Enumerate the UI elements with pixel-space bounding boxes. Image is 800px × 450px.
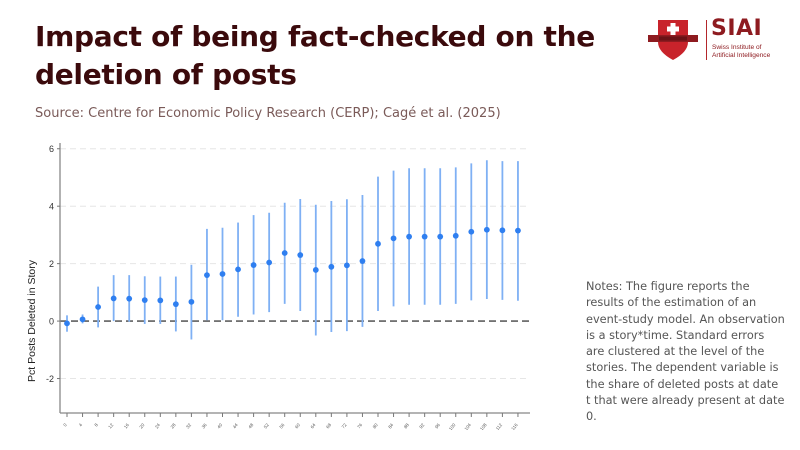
shield-icon — [648, 20, 698, 60]
point-estimate — [452, 232, 459, 239]
point-estimate — [219, 271, 226, 277]
x-tick-label: 12 — [107, 422, 114, 429]
point-estimate — [515, 227, 521, 234]
point-estimate — [312, 267, 319, 273]
point-estimate — [483, 226, 490, 233]
x-tick-label: 108 — [479, 422, 488, 430]
x-tick-label: 20 — [138, 422, 145, 429]
x-tick-label: 112 — [495, 422, 504, 430]
x-tick-label: 52 — [263, 422, 270, 429]
point-estimates — [64, 226, 521, 327]
axes — [59, 143, 530, 414]
point-estimate — [188, 298, 195, 305]
page-title: Impact of being fact-checked on the dele… — [35, 20, 595, 91]
x-tick-label: 32 — [185, 422, 192, 429]
x-tick-label: 72 — [341, 422, 348, 429]
x-tick-label: 8 — [93, 422, 99, 428]
x-tick-label: 84 — [387, 422, 394, 429]
point-estimate — [499, 227, 506, 234]
x-tick-label: 104 — [463, 422, 472, 430]
x-tick-label: 100 — [448, 422, 457, 430]
point-estimate — [157, 297, 164, 304]
point-estimate — [126, 295, 133, 302]
point-estimate — [375, 240, 381, 247]
x-tick-label: 28 — [170, 422, 177, 429]
x-axis-ticks: 0 4 8 12 16 20 24 28 32 36 40 44 48 52 56 60 64 68 72 76 80 8… — [62, 413, 519, 430]
source-text: Source: Centre for Economic Policy Resea… — [35, 106, 501, 121]
x-tick-label: 40 — [216, 422, 223, 429]
x-tick-label: 68 — [325, 422, 332, 429]
point-estimate — [390, 235, 397, 242]
point-estimate — [297, 252, 304, 258]
point-estimate — [64, 320, 70, 327]
logo-subtitle-line1: Swiss Institute of — [712, 44, 762, 51]
point-estimate — [141, 297, 148, 304]
y-tick-label: 4 — [49, 202, 54, 212]
x-tick-label: 4 — [78, 422, 84, 428]
point-estimate — [110, 295, 117, 302]
y-tick-label: -2 — [46, 374, 54, 384]
x-tick-label: 96 — [434, 422, 441, 429]
point-estimate — [266, 259, 273, 266]
x-tick-label: 24 — [154, 422, 161, 429]
x-tick-label: 76 — [356, 422, 363, 429]
x-tick-label: 44 — [232, 422, 239, 429]
point-estimate — [250, 262, 257, 268]
x-tick-label: 56 — [278, 422, 285, 429]
x-tick-label: 116 — [510, 422, 519, 430]
x-tick-label: 92 — [418, 422, 425, 429]
x-tick-label: 36 — [201, 422, 208, 429]
y-axis-ticks: -2 0 2 4 6 — [46, 144, 60, 384]
y-tick-label: 2 — [49, 259, 54, 269]
x-tick-label: 48 — [247, 422, 254, 429]
x-tick-label: 64 — [310, 422, 317, 429]
logo-divider — [706, 20, 707, 60]
x-tick-label: 60 — [294, 422, 301, 429]
point-estimate — [235, 266, 241, 273]
point-estimate — [172, 301, 179, 308]
point-estimate — [344, 262, 350, 269]
point-estimate — [79, 316, 86, 323]
point-estimate — [406, 233, 412, 240]
point-estimate — [359, 258, 366, 264]
x-tick-label: 80 — [372, 422, 379, 429]
point-estimate — [281, 250, 288, 256]
confidence-intervals — [66, 160, 519, 340]
siai-logo: SIAI Swiss Institute of Artificial Intel… — [648, 16, 773, 62]
logo-subtitle-line2: Artificial Intelligence — [712, 51, 771, 59]
x-tick-label: 0 — [62, 422, 68, 428]
x-tick-label: 88 — [403, 422, 410, 429]
point-estimate — [421, 233, 428, 240]
point-estimate — [468, 228, 475, 235]
logo-subtitle: Swiss Institute of Artificial Intelligen… — [712, 44, 770, 59]
point-estimate — [437, 233, 444, 240]
y-tick-label: 0 — [49, 317, 54, 327]
point-estimate — [204, 272, 210, 279]
y-tick-label: 6 — [49, 144, 54, 154]
y-axis-label: Pct Posts Deleted in Story — [26, 259, 38, 382]
notes-text: Notes: The figure reports the results of… — [586, 280, 785, 424]
point-estimate — [95, 304, 101, 310]
x-tick-label: 16 — [123, 422, 130, 429]
logo-brand: SIAI — [711, 16, 763, 41]
point-estimate — [328, 263, 335, 270]
gridlines — [60, 148, 530, 380]
